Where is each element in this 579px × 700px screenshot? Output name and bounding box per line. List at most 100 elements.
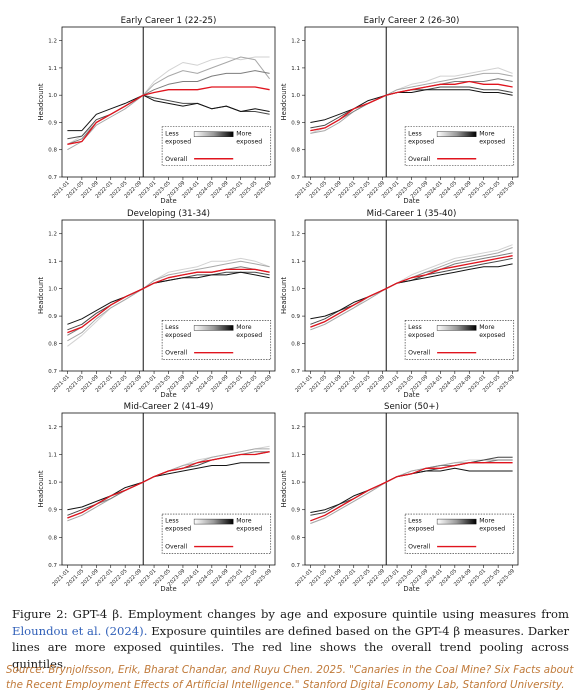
y-tick-label: 0.8 <box>291 535 300 541</box>
y-tick-label: 1.0 <box>291 93 300 99</box>
y-tick-label: 1.2 <box>48 425 57 431</box>
legend-more-label: More exposed <box>236 130 262 145</box>
caption-text-pre: GPT-4 β. Employment changes by age and e… <box>72 607 570 621</box>
y-tick-label: 1.0 <box>48 480 57 486</box>
legend-overall-label: Overall <box>408 156 430 163</box>
y-tick-label: 1.0 <box>291 287 300 293</box>
quintile-series-line <box>67 451 270 519</box>
chart-panel: Mid-Career 1 (35-40) 0.7 0.8 0.9 1.0 1.1 1.2 He… <box>280 209 519 399</box>
quintile-series-line <box>310 67 513 134</box>
y-tick-label: 1.0 <box>48 287 57 293</box>
y-tick-label: 0.8 <box>291 342 300 348</box>
overall-series-line <box>310 462 513 522</box>
legend-exposure-gradient <box>436 518 477 525</box>
y-tick-label: 0.9 <box>291 508 300 514</box>
chart-panel: Developing (31-34) 0.7 0.8 0.9 1.0 1.1 1.2 Head… <box>37 209 276 399</box>
legend-less-label: Less exposed <box>408 518 434 533</box>
quintile-series-line <box>67 462 270 511</box>
chart-panel: Early Career 1 (22-25) 0.7 0.8 0.9 1.0 1.1 1.2… <box>37 16 276 205</box>
legend-more-label: More exposed <box>479 324 505 339</box>
chart-title: Early Career 1 (22-25) <box>121 16 217 26</box>
legend-exposure-gradient <box>193 325 234 331</box>
legend-exposure-gradient <box>436 131 477 137</box>
y-tick-label: 0.8 <box>291 148 300 154</box>
y-tick-label: 0.9 <box>48 314 57 320</box>
y-tick-label: 1.1 <box>48 259 57 265</box>
quintile-series-line <box>67 257 270 347</box>
y-tick-label: 0.7 <box>48 175 57 181</box>
y-axis-label: Headcount <box>280 277 288 314</box>
legend-less-label: Less exposed <box>408 324 434 339</box>
figure-grid: Early Career 1 (22-25) 0.7 0.8 0.9 1.0 1.1 1.2… <box>37 16 519 593</box>
y-tick-label: 1.0 <box>291 480 300 486</box>
y-tick-label: 0.7 <box>48 369 57 375</box>
overall-series-line <box>310 255 513 328</box>
legend-more-label: More exposed <box>236 518 262 533</box>
x-axis-label: Date <box>403 585 419 593</box>
quintile-series-line <box>310 459 513 522</box>
legend-exposure-gradient <box>436 325 477 331</box>
legend-exposure-gradient <box>193 131 234 137</box>
y-tick-label: 1.2 <box>48 232 57 238</box>
y-axis-label: Headcount <box>37 277 45 314</box>
quintile-series-line <box>67 448 270 522</box>
x-axis-label: Date <box>160 197 176 205</box>
y-axis-label: Headcount <box>280 470 288 507</box>
y-tick-label: 1.0 <box>48 93 57 99</box>
quintile-series-line <box>310 257 513 325</box>
y-tick-label: 1.2 <box>291 425 300 431</box>
y-tick-label: 0.9 <box>291 314 300 320</box>
caption-text-post: Exposure quintiles are defined based on … <box>12 623 570 671</box>
y-tick-label: 1.2 <box>291 232 300 238</box>
quintile-series-line <box>67 56 270 151</box>
chart-title: Mid-Career 1 (35-40) <box>367 209 457 219</box>
legend-more-label: More exposed <box>479 518 505 533</box>
quintile-series-line <box>67 271 270 325</box>
y-axis-label: Headcount <box>37 83 45 120</box>
y-tick-label: 1.2 <box>48 39 57 45</box>
chart-title: Senior (50+) <box>384 402 439 412</box>
quintile-series-line <box>67 445 270 522</box>
legend-exposure-gradient <box>193 518 234 525</box>
overall-series-line <box>67 86 270 145</box>
legend-overall-label: Overall <box>408 350 430 357</box>
y-tick-label: 0.7 <box>48 563 57 569</box>
citation-link[interactable]: Eloundou et al. (2024). <box>12 623 148 638</box>
chart-panel: Mid-Career 2 (41-49) 0.7 0.8 0.9 1.0 1.1 1.2 He… <box>37 402 276 593</box>
y-axis-label: Headcount <box>280 83 288 120</box>
overall-series-line <box>67 451 270 519</box>
y-tick-label: 1.1 <box>291 259 300 265</box>
legend-less-label: Less exposed <box>165 130 191 145</box>
overall-series-line <box>310 80 513 132</box>
y-tick-label: 0.9 <box>48 120 57 126</box>
legend-less-label: Less exposed <box>408 130 434 145</box>
quintile-series-line <box>310 456 513 524</box>
y-tick-label: 0.7 <box>291 369 300 375</box>
caption-lead: Figure 2: <box>12 607 68 621</box>
y-tick-label: 0.8 <box>48 342 57 348</box>
x-axis-label: Date <box>403 391 419 399</box>
y-tick-label: 1.1 <box>48 66 57 72</box>
legend-more-label: More exposed <box>236 324 262 339</box>
chart-title: Mid-Career 2 (41-49) <box>124 402 214 412</box>
chart-panel: Senior (50+)0.70.80.91.01.11.2Headcount2… <box>280 402 519 593</box>
x-axis-label: Date <box>160 391 176 399</box>
legend-more-label: More exposed <box>479 130 505 145</box>
quintile-series-line <box>310 72 513 134</box>
x-axis-label: Date <box>160 585 176 593</box>
y-tick-label: 1.1 <box>291 452 300 458</box>
x-axis-label: Date <box>403 197 419 205</box>
legend-overall-label: Overall <box>165 544 187 551</box>
y-tick-label: 1.1 <box>48 452 57 458</box>
y-tick-label: 0.9 <box>48 508 57 514</box>
quintile-series-line <box>310 263 513 320</box>
y-tick-label: 0.9 <box>291 120 300 126</box>
legend-less-label: Less exposed <box>165 518 191 533</box>
legend-overall-label: Overall <box>165 350 187 357</box>
legend-less-label: Less exposed <box>165 324 191 339</box>
quintile-series-line <box>67 94 270 132</box>
y-tick-label: 0.7 <box>291 175 300 181</box>
y-tick-label: 1.2 <box>291 39 300 45</box>
y-axis-label: Headcount <box>37 470 45 507</box>
legend-overall-label: Overall <box>165 156 187 163</box>
